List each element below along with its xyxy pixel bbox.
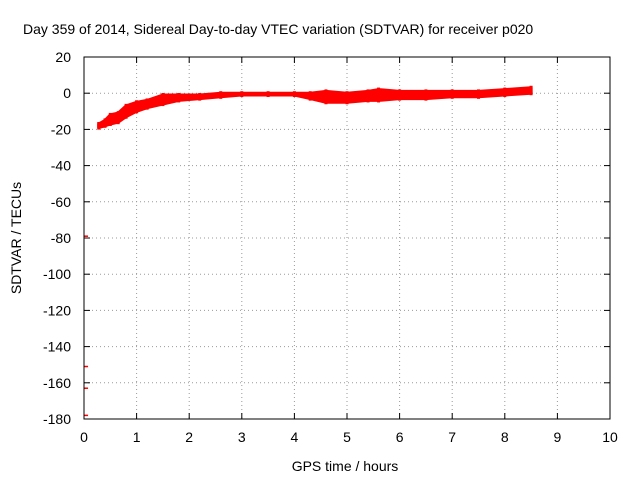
x-tick-label: 4 bbox=[291, 429, 299, 445]
data-layer bbox=[84, 85, 533, 417]
x-tick-label: 0 bbox=[80, 429, 88, 445]
y-tick-label: 20 bbox=[55, 49, 71, 65]
y-tick-label: -160 bbox=[43, 375, 71, 391]
y-tick-label: -20 bbox=[51, 121, 71, 137]
y-tick-label: -120 bbox=[43, 302, 71, 318]
x-tick-label: 10 bbox=[602, 429, 618, 445]
x-tick-labels: 0 1 2 3 4 5 6 7 8 9 10 bbox=[80, 429, 618, 445]
y-tick-label: -40 bbox=[51, 158, 71, 174]
y-tick-label: 0 bbox=[63, 85, 71, 101]
y-tick-label: -80 bbox=[51, 230, 71, 246]
y-tick-label: -180 bbox=[43, 411, 71, 427]
grid-lines bbox=[84, 57, 610, 419]
x-axis-label: GPS time / hours bbox=[292, 458, 399, 474]
y-axis-label: SDTVAR / TECUs bbox=[8, 182, 24, 294]
x-tick-label: 1 bbox=[133, 429, 141, 445]
chart-title: Day 359 of 2014, Sidereal Day-to-day VTE… bbox=[23, 21, 533, 37]
y-tick-label: -140 bbox=[43, 339, 71, 355]
x-tick-label: 5 bbox=[343, 429, 351, 445]
x-tick-label: 3 bbox=[238, 429, 246, 445]
y-tick-label: -60 bbox=[51, 194, 71, 210]
x-tick-label: 2 bbox=[185, 429, 193, 445]
x-tick-label: 7 bbox=[448, 429, 456, 445]
tick-marks bbox=[83, 56, 611, 420]
x-tick-label: 6 bbox=[396, 429, 404, 445]
y-tick-labels: 20 0 -20 -40 -60 -80 -100 -120 -140 -160 -180 bbox=[43, 49, 71, 427]
y-tick-label: -100 bbox=[43, 266, 71, 282]
x-tick-label: 9 bbox=[554, 429, 562, 445]
x-tick-label: 8 bbox=[501, 429, 509, 445]
